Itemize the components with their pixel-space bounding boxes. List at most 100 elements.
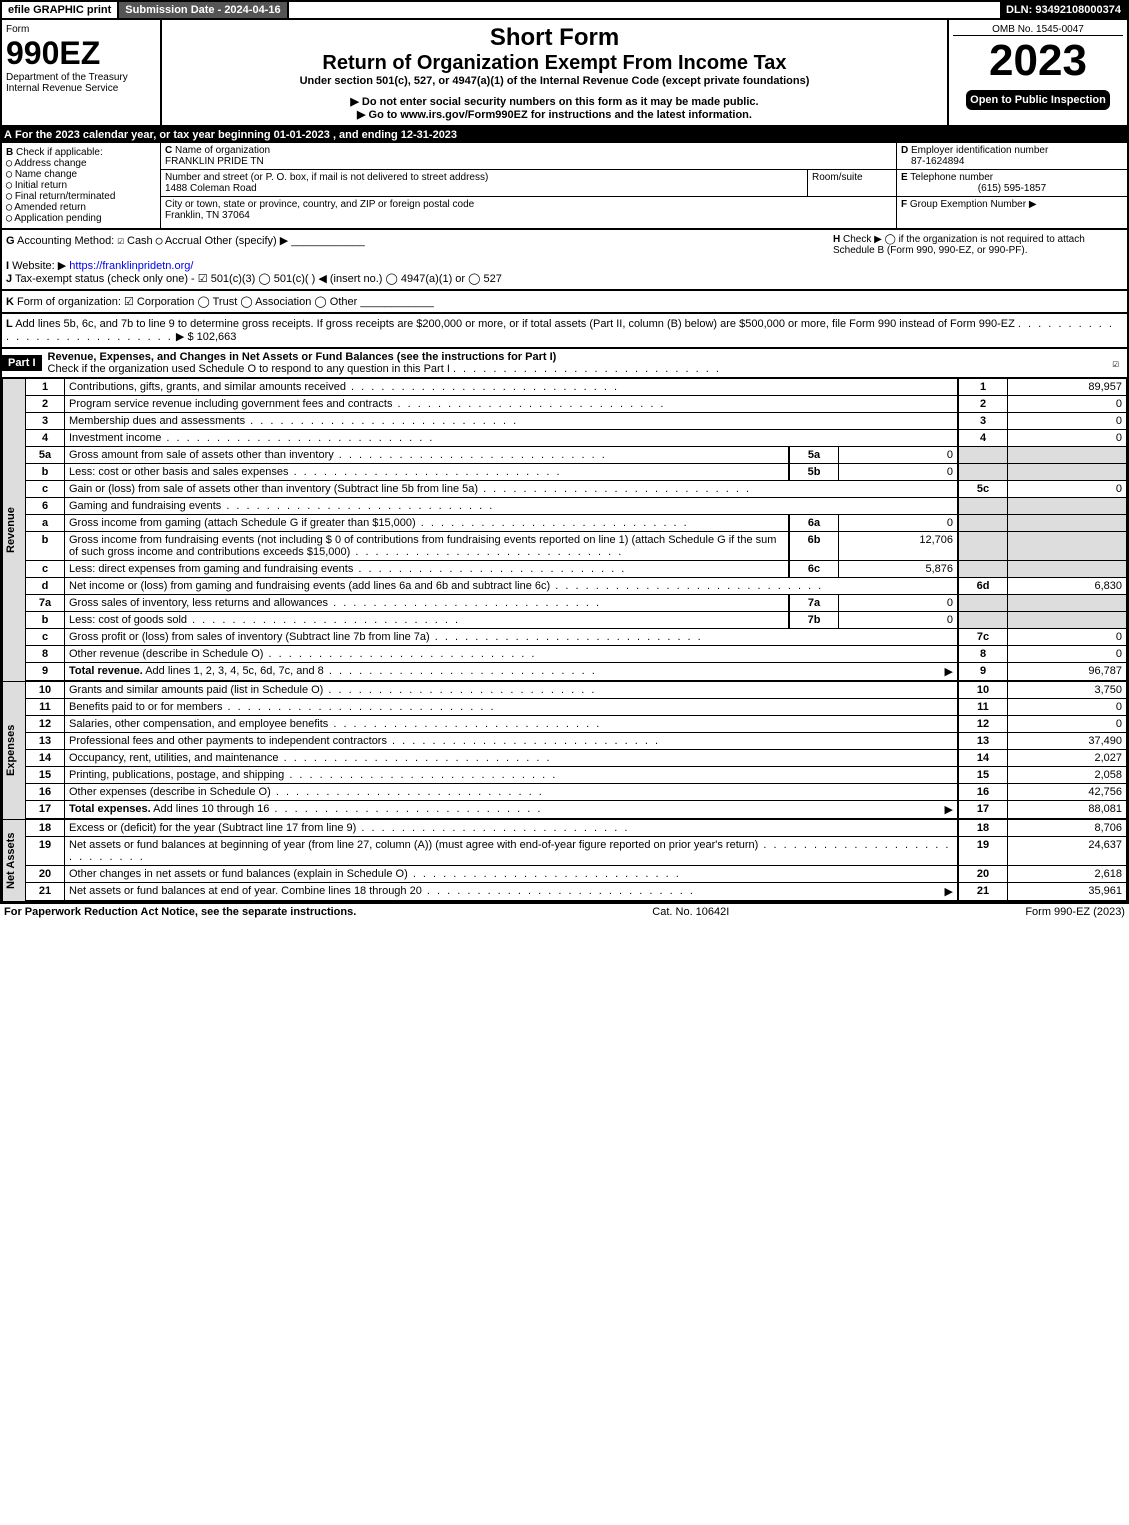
line-a: aGross income from gaming (attach Schedu… (25, 515, 1127, 532)
form-footer-id: Form 990-EZ (2023) (1025, 906, 1125, 918)
subline-amount: 0 (839, 612, 958, 628)
line-3: 3Membership dues and assessments30 (25, 413, 1127, 430)
line-box: 16 (958, 784, 1008, 800)
line-number: b (26, 532, 65, 560)
gray-amount (1008, 498, 1126, 514)
goto-link[interactable]: ▶ Go to www.irs.gov/Form990EZ for instru… (166, 108, 943, 121)
line-amount: 0 (1008, 430, 1126, 446)
top-bar: efile GRAPHIC print Submission Date - 20… (0, 0, 1129, 20)
line-number: a (26, 515, 65, 531)
subline-amount: 5,876 (839, 561, 958, 577)
line-17: 17Total expenses. Add lines 10 through 1… (25, 801, 1127, 819)
efile-print-button[interactable]: efile GRAPHIC print (2, 2, 119, 18)
line-text: Excess or (deficit) for the year (Subtra… (65, 820, 958, 836)
line-14: 14Occupancy, rent, utilities, and mainte… (25, 750, 1127, 767)
line-text: Gross amount from sale of assets other t… (65, 447, 789, 463)
line-text: Gaming and fundraising events (65, 498, 958, 514)
line-number: b (26, 464, 65, 480)
form-header: Form 990EZ Department of the Treasury In… (0, 20, 1129, 127)
line-box: 4 (958, 430, 1008, 446)
schedule-b-check: Check ▶ ◯ if the organization is not req… (833, 234, 1085, 256)
gray-box (958, 612, 1008, 628)
expenses-tab: Expenses (2, 682, 25, 819)
line-box: 6d (958, 578, 1008, 594)
line-box: 7c (958, 629, 1008, 645)
org-name: FRANKLIN PRIDE TN (165, 156, 264, 167)
initial-return-checkbox[interactable]: Initial return (15, 180, 67, 191)
line-text: Other expenses (describe in Schedule O) (65, 784, 958, 800)
other-specify[interactable]: Other (specify) ▶ (205, 235, 289, 247)
dln: DLN: 93492108000374 (1000, 2, 1127, 18)
line-box: 17 (958, 801, 1008, 818)
line-20: 20Other changes in net assets or fund ba… (25, 866, 1127, 883)
schedule-o-check-text: Check if the organization used Schedule … (48, 363, 450, 375)
gray-box (958, 464, 1008, 480)
name-change-checkbox[interactable]: Name change (15, 169, 77, 180)
gray-box (958, 561, 1008, 577)
line-box: 11 (958, 699, 1008, 715)
line-number: d (26, 578, 65, 594)
line-box: 18 (958, 820, 1008, 836)
arrow-icon: ▶ (1029, 199, 1037, 210)
telephone-value: (615) 595-1857 (901, 183, 1123, 194)
line-number: 16 (26, 784, 65, 800)
line-amount: 0 (1008, 646, 1126, 662)
line-text: Other revenue (describe in Schedule O) (65, 646, 958, 662)
line-number: 15 (26, 767, 65, 783)
form-of-organization: Form of organization: ☑ Corporation ◯ Tr… (17, 296, 357, 308)
line-b: bLess: cost of goods sold7b0 (25, 612, 1127, 629)
line-amount: 35,961 (1008, 883, 1126, 900)
line-number: 12 (26, 716, 65, 732)
line-text: Printing, publications, postage, and shi… (65, 767, 958, 783)
department: Department of the Treasury Internal Reve… (6, 72, 156, 94)
revenue-section: Revenue 1Contributions, gifts, grants, a… (0, 379, 1129, 681)
line-number: 5a (26, 447, 65, 463)
line-text: Net assets or fund balances at end of ye… (65, 883, 958, 900)
final-return-checkbox[interactable]: Final return/terminated (15, 191, 116, 202)
cat-number: Cat. No. 10642I (652, 906, 729, 918)
line-4: 4Investment income40 (25, 430, 1127, 447)
schedule-o-checkbox[interactable]: ☑ (1104, 357, 1127, 370)
website-link[interactable]: https://franklinpridetn.org/ (69, 260, 193, 272)
line-b: bGross income from fundraising events (n… (25, 532, 1127, 561)
line-text: Net assets or fund balances at beginning… (65, 837, 958, 865)
cash-checkbox[interactable]: Cash (127, 235, 153, 247)
line-number: 19 (26, 837, 65, 865)
omb-number: OMB No. 1545-0047 (953, 24, 1123, 36)
line-text: Net income or (loss) from gaming and fun… (65, 578, 958, 594)
line-amount: 2,027 (1008, 750, 1126, 766)
application-pending-checkbox[interactable]: Application pending (14, 213, 101, 224)
line-d: dNet income or (loss) from gaming and fu… (25, 578, 1127, 595)
subline-box: 7a (789, 595, 839, 611)
line-amount: 3,750 (1008, 682, 1126, 698)
line-8: 8Other revenue (describe in Schedule O)8… (25, 646, 1127, 663)
address-change-checkbox[interactable]: Address change (14, 158, 86, 169)
line-text: Benefits paid to or for members (65, 699, 958, 715)
subline-amount: 0 (839, 464, 958, 480)
line-amount: 89,957 (1008, 379, 1126, 395)
line-text: Less: cost of goods sold (65, 612, 789, 628)
open-public-inspection: Open to Public Inspection (966, 90, 1110, 110)
line-amount: 0 (1008, 716, 1126, 732)
accrual-checkbox[interactable]: Accrual (165, 235, 202, 247)
line-k: K Form of organization: ☑ Corporation ◯ … (0, 291, 1129, 314)
amended-return-checkbox[interactable]: Amended return (14, 202, 86, 213)
ssn-warning: ▶ Do not enter social security numbers o… (166, 95, 943, 108)
website-label: Website: ▶ (12, 260, 66, 272)
g-h-block: G Accounting Method: ☑ Cash ◯ Accrual Ot… (0, 230, 1129, 291)
line-text: Contributions, gifts, grants, and simila… (65, 379, 958, 395)
line-number: 20 (26, 866, 65, 882)
line-number: 18 (26, 820, 65, 836)
subline-box: 6a (789, 515, 839, 531)
org-name-label: Name of organization (175, 145, 270, 156)
line-number: 10 (26, 682, 65, 698)
gray-amount (1008, 532, 1126, 560)
subline-amount: 0 (839, 515, 958, 531)
line-amount: 88,081 (1008, 801, 1126, 818)
line-b: bLess: cost or other basis and sales exp… (25, 464, 1127, 481)
form-subtitle: Return of Organization Exempt From Incom… (166, 52, 943, 75)
net-assets-section: Net Assets 18Excess or (deficit) for the… (0, 819, 1129, 903)
gray-amount (1008, 595, 1126, 611)
city-label: City or town, state or province, country… (165, 199, 474, 210)
line-text: Program service revenue including govern… (65, 396, 958, 412)
